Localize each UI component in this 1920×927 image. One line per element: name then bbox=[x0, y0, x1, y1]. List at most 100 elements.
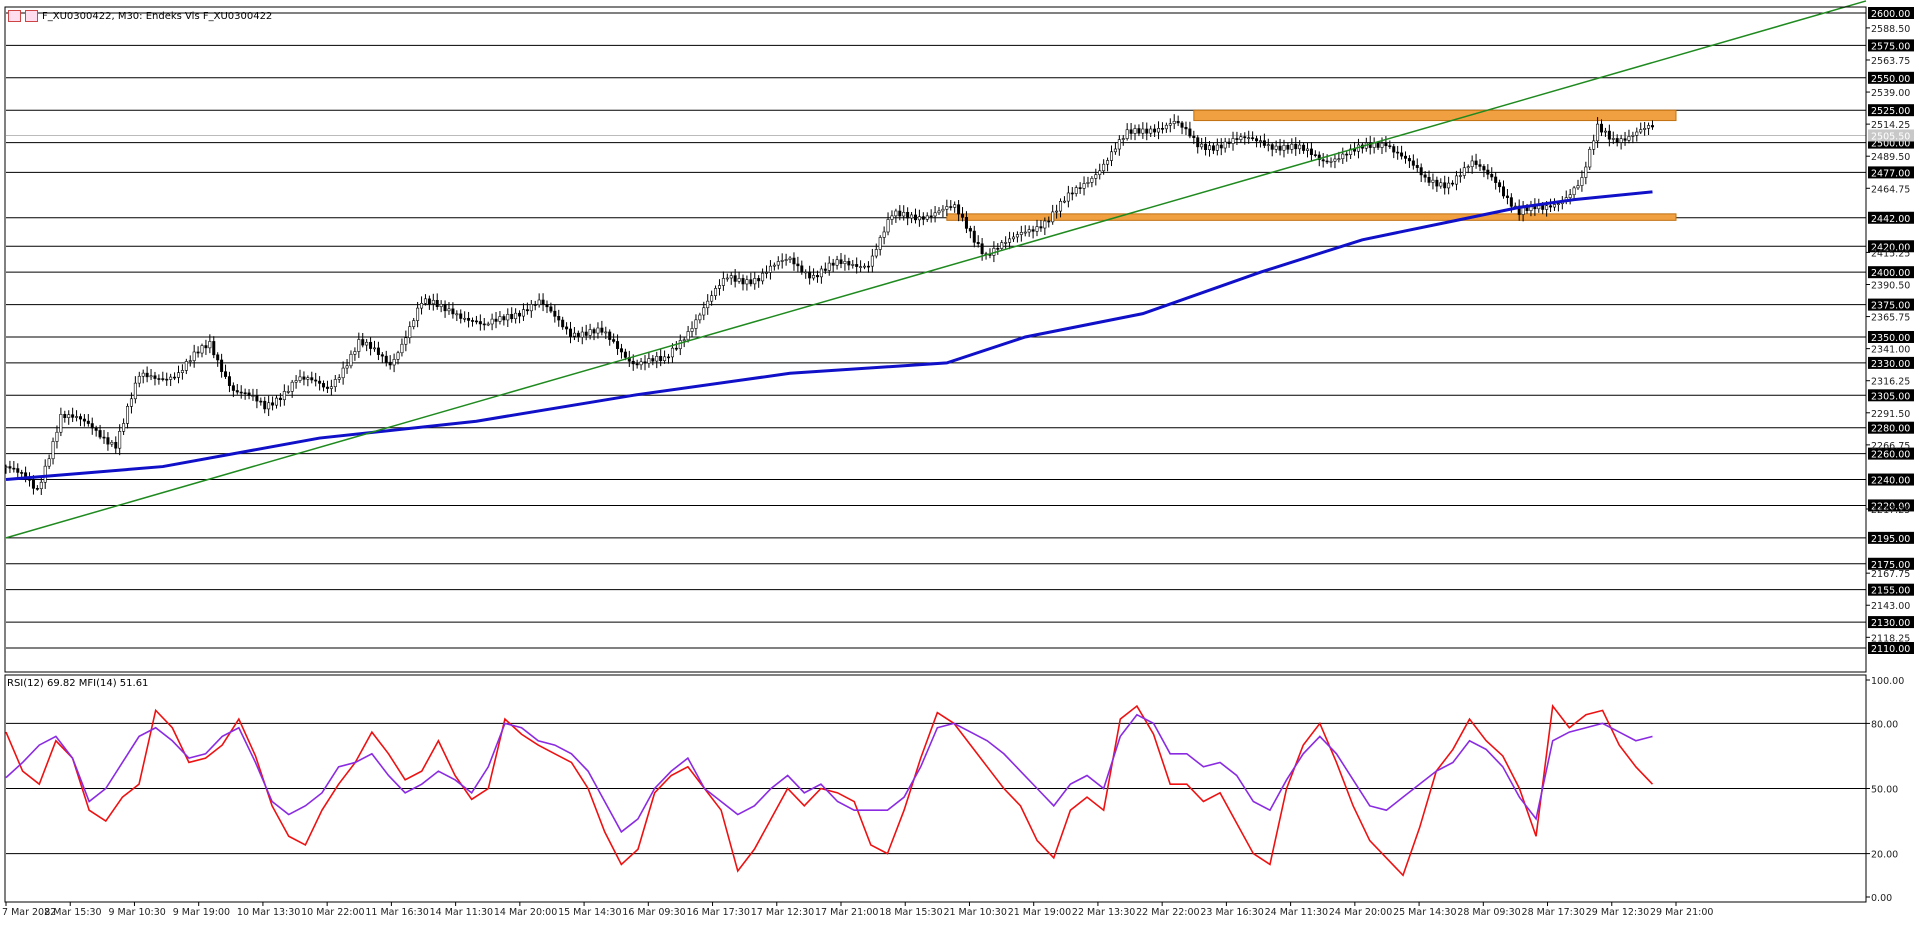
candle-body bbox=[902, 211, 906, 217]
candle-body bbox=[1066, 192, 1070, 202]
candle-body bbox=[1462, 167, 1466, 176]
candle-body bbox=[1019, 232, 1023, 235]
candle-body bbox=[1545, 205, 1549, 210]
candle-body bbox=[565, 326, 569, 330]
candle-body bbox=[1223, 141, 1227, 149]
candle-body bbox=[1062, 200, 1066, 203]
time-label: 7 Mar 2022 bbox=[2, 907, 56, 918]
price-level-label: 2350.00 bbox=[1871, 333, 1910, 344]
candle-body bbox=[59, 414, 63, 433]
candle-body bbox=[1368, 142, 1372, 148]
candle-body bbox=[1431, 179, 1435, 183]
candle-body bbox=[1015, 234, 1019, 238]
candle-body bbox=[835, 259, 839, 266]
candle-body bbox=[467, 317, 471, 321]
price-level-label: 2575.00 bbox=[1871, 41, 1910, 52]
time-label: 29 Mar 21:00 bbox=[1650, 907, 1713, 918]
price-level-label: 2260.00 bbox=[1871, 450, 1910, 461]
candle-body bbox=[290, 381, 294, 392]
candle-body bbox=[1258, 140, 1262, 142]
candle-body bbox=[447, 308, 451, 312]
candle-body bbox=[161, 378, 165, 380]
candle-body bbox=[788, 257, 792, 260]
candle-body bbox=[745, 279, 749, 285]
candle-body bbox=[1227, 141, 1231, 144]
candle-body bbox=[1623, 138, 1627, 141]
candle-body bbox=[890, 215, 894, 220]
time-label: 14 Mar 11:30 bbox=[430, 907, 493, 918]
candle-body bbox=[204, 345, 208, 349]
candle-body bbox=[435, 299, 439, 307]
candle-body bbox=[1090, 178, 1094, 183]
candle-body bbox=[1231, 138, 1235, 144]
candle-body bbox=[286, 391, 290, 393]
time-label: 9 Mar 10:30 bbox=[108, 907, 165, 918]
price-level-label: 2175.00 bbox=[1871, 560, 1910, 571]
candle-body bbox=[1102, 163, 1106, 172]
candle-body bbox=[16, 468, 20, 473]
candle-body bbox=[1451, 182, 1455, 185]
candle-body bbox=[1133, 128, 1137, 134]
candle-body bbox=[129, 398, 133, 407]
price-tick-label: 2118.25 bbox=[1871, 633, 1910, 644]
candle-body bbox=[1337, 158, 1341, 161]
candle-body bbox=[506, 313, 510, 321]
candle-body bbox=[1243, 136, 1247, 139]
candle-body bbox=[580, 331, 584, 338]
time-label: 25 Mar 14:30 bbox=[1393, 907, 1456, 918]
candle-body bbox=[1596, 123, 1600, 142]
time-label: 14 Mar 20:00 bbox=[494, 907, 557, 918]
candle-body bbox=[478, 321, 482, 325]
candle-body bbox=[1282, 145, 1286, 151]
candle-body bbox=[1094, 174, 1098, 179]
candle-body bbox=[686, 331, 690, 341]
candle-body bbox=[169, 376, 173, 380]
candle-body bbox=[1047, 220, 1051, 223]
candle-body bbox=[31, 479, 35, 489]
time-label: 10 Mar 22:00 bbox=[301, 907, 364, 918]
candle-body bbox=[1031, 229, 1035, 232]
candle-body bbox=[78, 416, 82, 420]
candle-body bbox=[608, 331, 612, 340]
candle-body bbox=[898, 210, 902, 217]
candle-body bbox=[1270, 144, 1274, 150]
candle-body bbox=[427, 298, 431, 305]
candle-body bbox=[1219, 144, 1223, 149]
candle-body bbox=[964, 217, 968, 229]
time-label: 15 Mar 14:30 bbox=[558, 907, 621, 918]
candle-body bbox=[949, 206, 953, 208]
candle-body bbox=[192, 351, 196, 361]
candle-body bbox=[655, 355, 659, 362]
candle-body bbox=[376, 347, 380, 355]
time-label: 16 Mar 17:30 bbox=[687, 907, 750, 918]
candle-body bbox=[572, 332, 576, 337]
candle-body bbox=[1180, 122, 1184, 128]
candle-body bbox=[35, 488, 39, 490]
candle-body bbox=[396, 352, 400, 360]
candle-body bbox=[1415, 165, 1419, 168]
candle-body bbox=[1027, 229, 1031, 233]
price-level-tag bbox=[1868, 7, 1914, 19]
candle-body bbox=[102, 436, 106, 439]
candle-body bbox=[239, 391, 243, 394]
price-pane-frame bbox=[4, 6, 1867, 673]
candle-body bbox=[1023, 231, 1027, 234]
price-tick-label: 2539.00 bbox=[1871, 88, 1910, 99]
candle-body bbox=[843, 261, 847, 264]
time-label: 22 Mar 22:00 bbox=[1136, 907, 1199, 918]
price-level-tag bbox=[1868, 583, 1914, 596]
price-level-tag bbox=[1868, 389, 1914, 402]
candle-body bbox=[663, 356, 667, 361]
candle-body bbox=[494, 318, 498, 322]
candle-body bbox=[1145, 128, 1149, 134]
rsi-line bbox=[5, 704, 1654, 877]
candle-body bbox=[318, 380, 322, 384]
candle-body bbox=[1113, 148, 1117, 153]
candle-body bbox=[1541, 204, 1545, 210]
candle-body bbox=[255, 395, 259, 402]
time-label: 28 Mar 17:30 bbox=[1522, 907, 1585, 918]
candle-body bbox=[86, 420, 90, 424]
candle-body bbox=[808, 271, 812, 279]
candle-body bbox=[416, 307, 420, 321]
